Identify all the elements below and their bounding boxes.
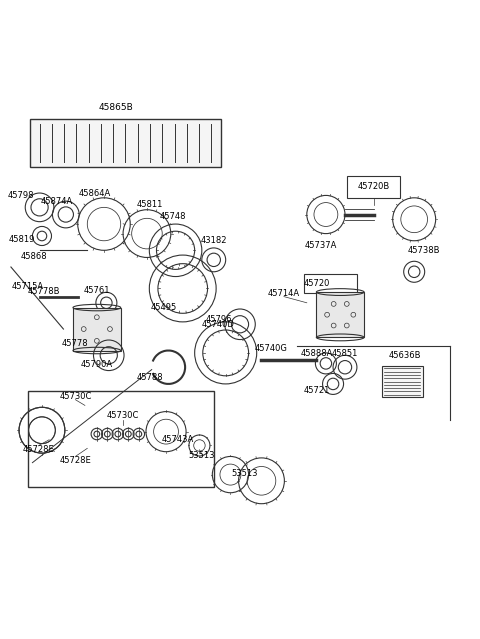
FancyBboxPatch shape (304, 274, 357, 293)
Text: 45888A: 45888A (300, 350, 333, 358)
Text: 45865B: 45865B (98, 103, 133, 112)
Text: 45851: 45851 (332, 350, 358, 358)
Text: 45864A: 45864A (78, 189, 110, 197)
Text: 45740D: 45740D (202, 320, 235, 329)
Text: 45636B: 45636B (388, 351, 421, 360)
Text: 45778B: 45778B (28, 288, 60, 296)
FancyBboxPatch shape (28, 391, 214, 486)
Text: 45728E: 45728E (23, 445, 55, 454)
Text: 45714A: 45714A (268, 289, 300, 298)
Text: 45495: 45495 (151, 303, 177, 312)
Text: 45761: 45761 (84, 286, 110, 295)
Text: 45788: 45788 (137, 373, 164, 382)
Text: 45748: 45748 (160, 212, 186, 221)
Text: 45798: 45798 (7, 191, 34, 200)
Text: 45730C: 45730C (107, 412, 139, 420)
Text: 45819: 45819 (8, 235, 35, 244)
FancyBboxPatch shape (382, 366, 422, 397)
FancyBboxPatch shape (30, 119, 221, 167)
Bar (316, 292, 364, 337)
Text: 45743A: 45743A (162, 435, 194, 444)
Text: 45740G: 45740G (254, 344, 288, 353)
Text: 45730C: 45730C (59, 392, 92, 401)
Text: 45715A: 45715A (12, 282, 44, 291)
Text: 45737A: 45737A (305, 241, 337, 250)
FancyBboxPatch shape (348, 176, 400, 198)
Text: 45811: 45811 (136, 201, 163, 210)
Text: 45720: 45720 (303, 279, 330, 288)
Text: 45738B: 45738B (408, 246, 440, 255)
Text: 53513: 53513 (231, 468, 258, 478)
Text: 45790A: 45790A (81, 360, 113, 369)
Text: 45874A: 45874A (40, 197, 72, 206)
Text: 45868: 45868 (21, 252, 47, 261)
Text: 45778: 45778 (62, 339, 89, 348)
Text: 43182: 43182 (201, 236, 227, 245)
Text: 45728E: 45728E (60, 456, 91, 465)
Text: 53513: 53513 (189, 451, 215, 460)
Text: 45796: 45796 (205, 315, 232, 324)
Text: 45721: 45721 (303, 385, 330, 395)
Text: 45720B: 45720B (358, 182, 390, 191)
Bar (73, 307, 120, 351)
